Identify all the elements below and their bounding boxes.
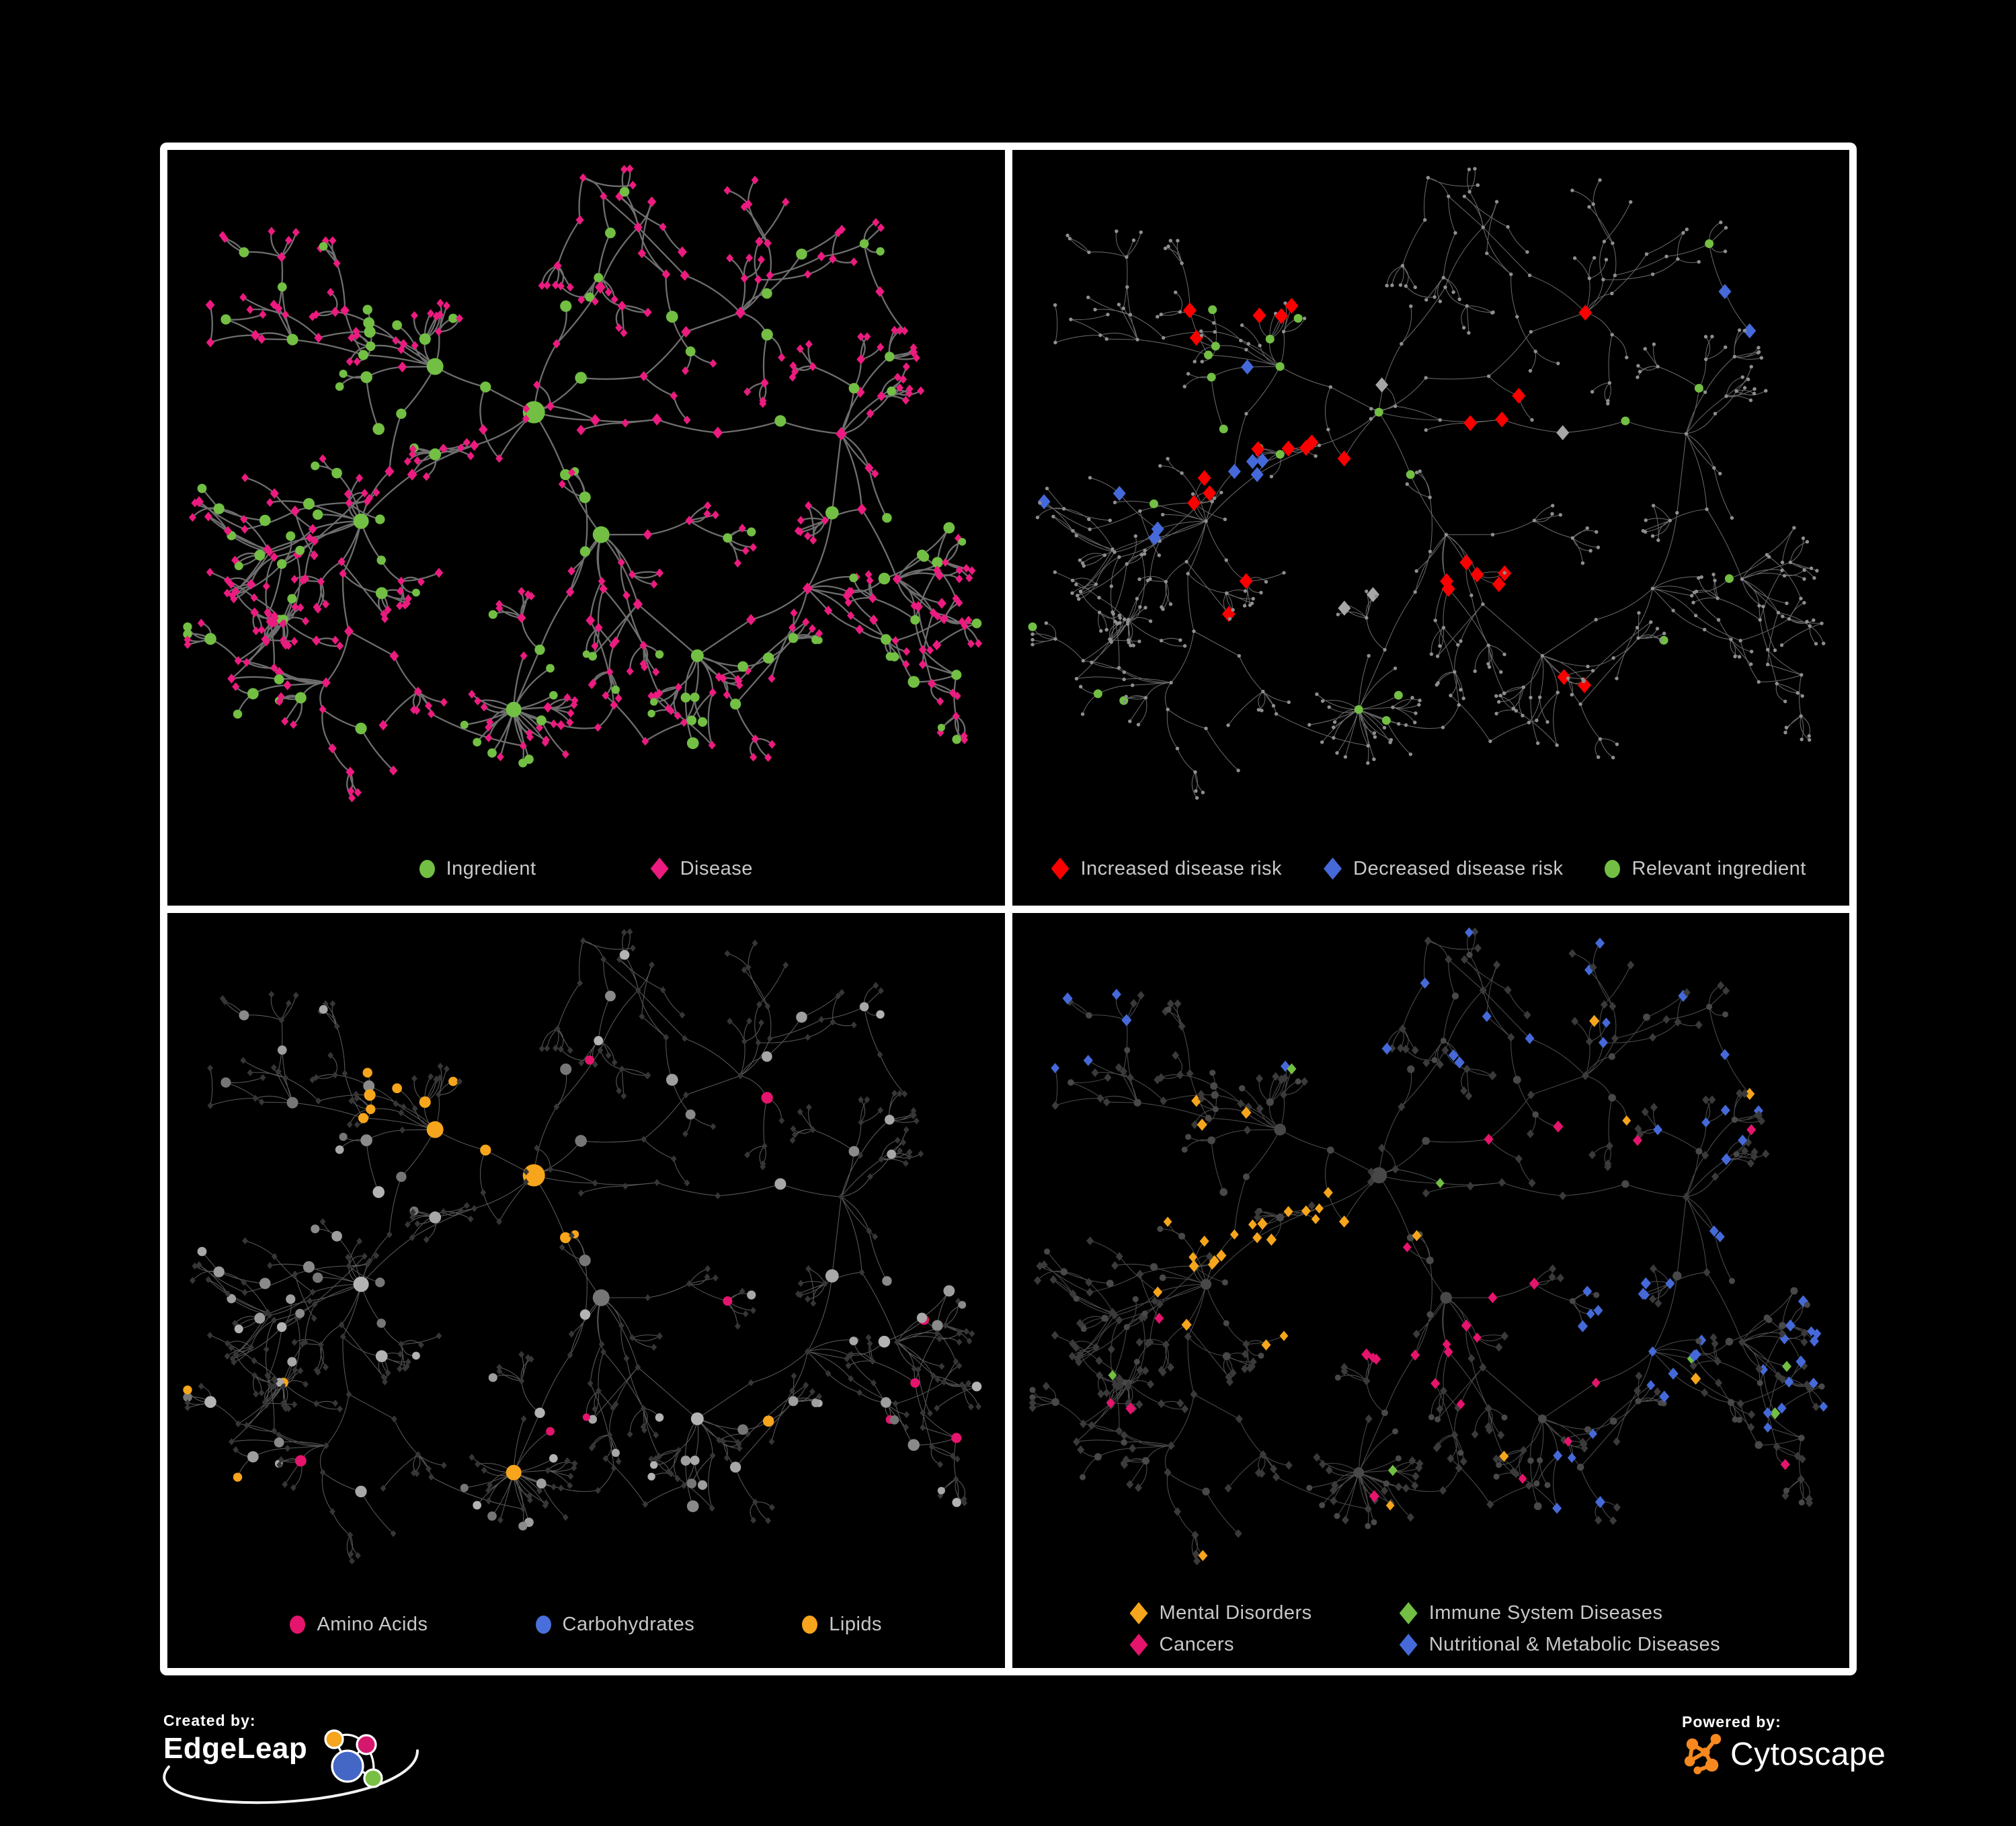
- decreased-risk-legend-marker-icon: [1324, 857, 1342, 880]
- increased-risk-legend-marker-icon: [1051, 857, 1070, 880]
- network-graph-ingredient-disease: [183, 164, 983, 803]
- edgeleap-logo-icon: [324, 1729, 383, 1788]
- legend-label: Increased disease risk: [1080, 857, 1283, 879]
- legend-item-cancers: Cancers: [1129, 1634, 1312, 1656]
- legend-label: Carbohydrates: [562, 1614, 695, 1635]
- panel-disease-risk: Increased disease risk Decreased disease…: [1012, 150, 1850, 906]
- legend-disease-risk: Increased disease risk Decreased disease…: [1012, 857, 1850, 880]
- metabolic-diseases-legend-marker-icon: [1399, 1634, 1418, 1656]
- legend-label: Disease: [680, 857, 753, 879]
- legend-label: Ingredient: [446, 857, 536, 879]
- legend-item-decreased-risk: Decreased disease risk: [1324, 857, 1564, 880]
- network-graph-disease-risk: [1028, 167, 1825, 800]
- disease-legend-marker-icon: [650, 857, 669, 880]
- panel-ingredient-disease: Ingredient Disease: [167, 150, 1005, 906]
- cancers-legend-marker-icon: [1129, 1634, 1148, 1656]
- panel-grid: Ingredient Disease Increased disease ris…: [160, 143, 1857, 1675]
- legend-item-relevant-ingredient: Relevant ingredient: [1605, 858, 1806, 880]
- network-graph-nutrient-classes: [183, 928, 982, 1564]
- legend-item-carbohydrates: Carbohydrates: [535, 1614, 695, 1636]
- cytoscape-brand-row: Cytoscape: [1682, 1733, 1886, 1776]
- created-by-block: Created by: EdgeLeap: [163, 1712, 540, 1826]
- legend-label: Relevant ingredient: [1631, 857, 1806, 879]
- carbohydrates-legend-marker-icon: [535, 1616, 551, 1634]
- legend-item-disease: Disease: [650, 857, 753, 880]
- legend-item-immune-system-diseases: Immune System Diseases: [1399, 1602, 1720, 1624]
- network-graph-disease-classes: [1029, 926, 1828, 1565]
- legend-label: Mental Disorders: [1159, 1602, 1312, 1624]
- amino-acids-legend-marker-icon: [290, 1616, 306, 1634]
- legend-item-lipids: Lipids: [802, 1614, 882, 1636]
- legend-item-nutritional-metabolic-diseases: Nutritional & Metabolic Diseases: [1399, 1634, 1721, 1656]
- legend-label: Decreased disease risk: [1353, 857, 1564, 879]
- lipids-legend-marker-icon: [802, 1616, 818, 1634]
- legend-label: Amino Acids: [317, 1614, 428, 1635]
- legend-nutrient-classes: Amino Acids Carbohydrates Lipids: [167, 1614, 1005, 1636]
- legend-item-ingredient: Ingredient: [419, 858, 536, 880]
- powered-by-block: Powered by: Cytoscape: [1682, 1713, 1886, 1776]
- legend-disease-classes: Mental Disorders Immune System Diseases …: [1129, 1602, 1721, 1656]
- cytoscape-logo-icon: [1684, 1733, 1722, 1775]
- legend-item-amino-acids: Amino Acids: [290, 1614, 428, 1636]
- panel-disease-classes: Mental Disorders Immune System Diseases …: [1012, 912, 1849, 1668]
- created-by-label: Created by:: [163, 1712, 256, 1729]
- cytoscape-brand-text: Cytoscape: [1730, 1736, 1886, 1772]
- legend-label: Nutritional & Metabolic Diseases: [1428, 1634, 1721, 1655]
- edgeleap-brand-row: EdgeLeap: [163, 1729, 540, 1797]
- legend-label: Lipids: [829, 1614, 883, 1635]
- immune-diseases-legend-marker-icon: [1399, 1602, 1418, 1624]
- legend-label: Immune System Diseases: [1428, 1602, 1663, 1624]
- legend-item-mental-disorders: Mental Disorders: [1129, 1602, 1312, 1624]
- edgeleap-brand-text: EdgeLeap: [163, 1732, 308, 1765]
- powered-by-label: Powered by:: [1682, 1713, 1781, 1731]
- panel-nutrient-classes: Amino Acids Carbohydrates Lipids: [167, 912, 1005, 1668]
- legend-ingredient-disease: Ingredient Disease: [167, 857, 1005, 880]
- ingredient-legend-marker-icon: [419, 859, 435, 878]
- mental-disorders-legend-marker-icon: [1129, 1602, 1148, 1624]
- legend-label: Cancers: [1159, 1634, 1234, 1655]
- relevant-ingredient-legend-marker-icon: [1605, 859, 1621, 878]
- legend-item-increased-risk: Increased disease risk: [1051, 857, 1283, 880]
